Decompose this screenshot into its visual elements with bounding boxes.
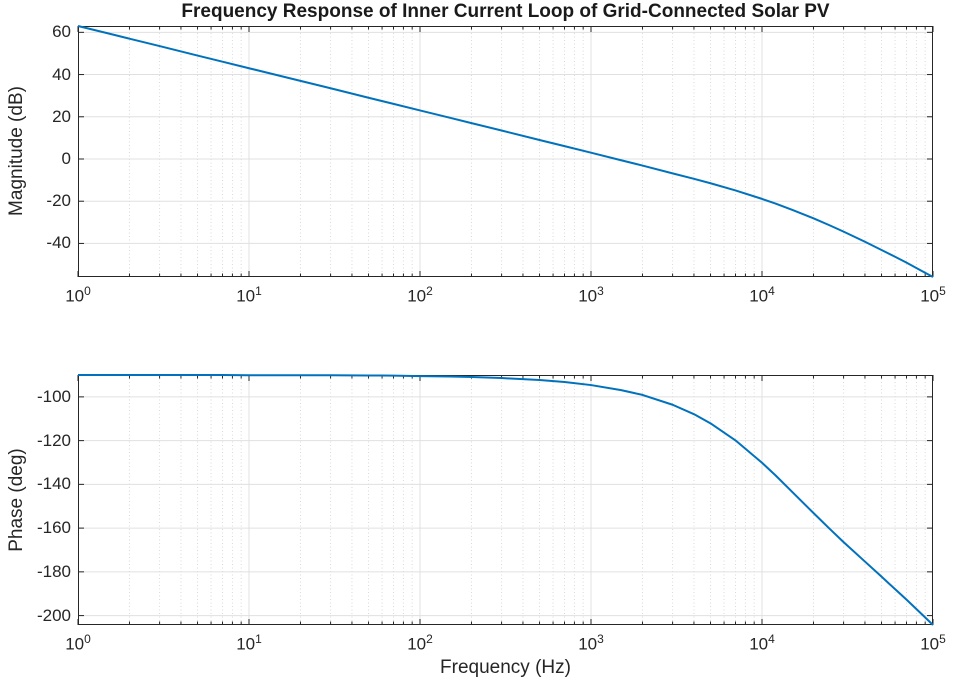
magnitude-x-tick-label: 102 [407, 284, 433, 306]
magnitude-plot [77, 25, 934, 278]
axes-box [78, 26, 933, 277]
magnitude-y-tick-label: 0 [61, 148, 71, 168]
magnitude-y-tick-label: 40 [52, 64, 71, 84]
major-gridlines [78, 375, 933, 625]
phase-x-tick-label: 101 [236, 632, 262, 654]
phase-x-tick-label: 102 [407, 632, 433, 654]
phase-plot-canvas [77, 374, 934, 626]
magnitude-y-tick-label: -40 [46, 233, 71, 253]
phase-y-tick-label: -200 [36, 605, 71, 625]
x-axis-label: Frequency (Hz) [440, 657, 571, 678]
phase-plot [77, 374, 934, 626]
phase-response-curve [78, 374, 934, 626]
phase-y-tick-label: -140 [36, 474, 71, 494]
plot-title: Frequency Response of Inner Current Loop… [181, 1, 830, 22]
axes-box [78, 375, 933, 625]
magnitude-x-tick-label: 104 [749, 284, 775, 306]
magnitude-response-curve [77, 25, 934, 278]
magnitude-x-tick-label: 100 [65, 284, 91, 306]
magnitude-y-tick-label: 20 [52, 106, 71, 126]
magnitude-x-tick-label: 101 [236, 284, 262, 306]
magnitude-x-tick-label: 103 [578, 284, 604, 306]
magnitude-x-tick-label: 105 [920, 284, 946, 306]
phase-x-tick-label: 100 [65, 632, 91, 654]
phase-x-tick-label: 104 [749, 632, 775, 654]
phase-x-tick-label: 103 [578, 632, 604, 654]
phase-y-tick-label: -180 [36, 561, 71, 581]
magnitude-y-tick-label: 60 [52, 22, 71, 42]
major-gridlines [78, 26, 933, 277]
phase-y-tick-label: -120 [36, 430, 71, 450]
tick-marks [77, 375, 934, 625]
phase-x-tick-label: 105 [920, 632, 946, 654]
phase-y-tick-label: -100 [36, 386, 71, 406]
magnitude-plot-canvas [77, 25, 934, 278]
phase-y-tick-label: -160 [36, 518, 71, 538]
magnitude-y-tick-label: -20 [46, 191, 71, 211]
tick-marks [77, 26, 934, 277]
